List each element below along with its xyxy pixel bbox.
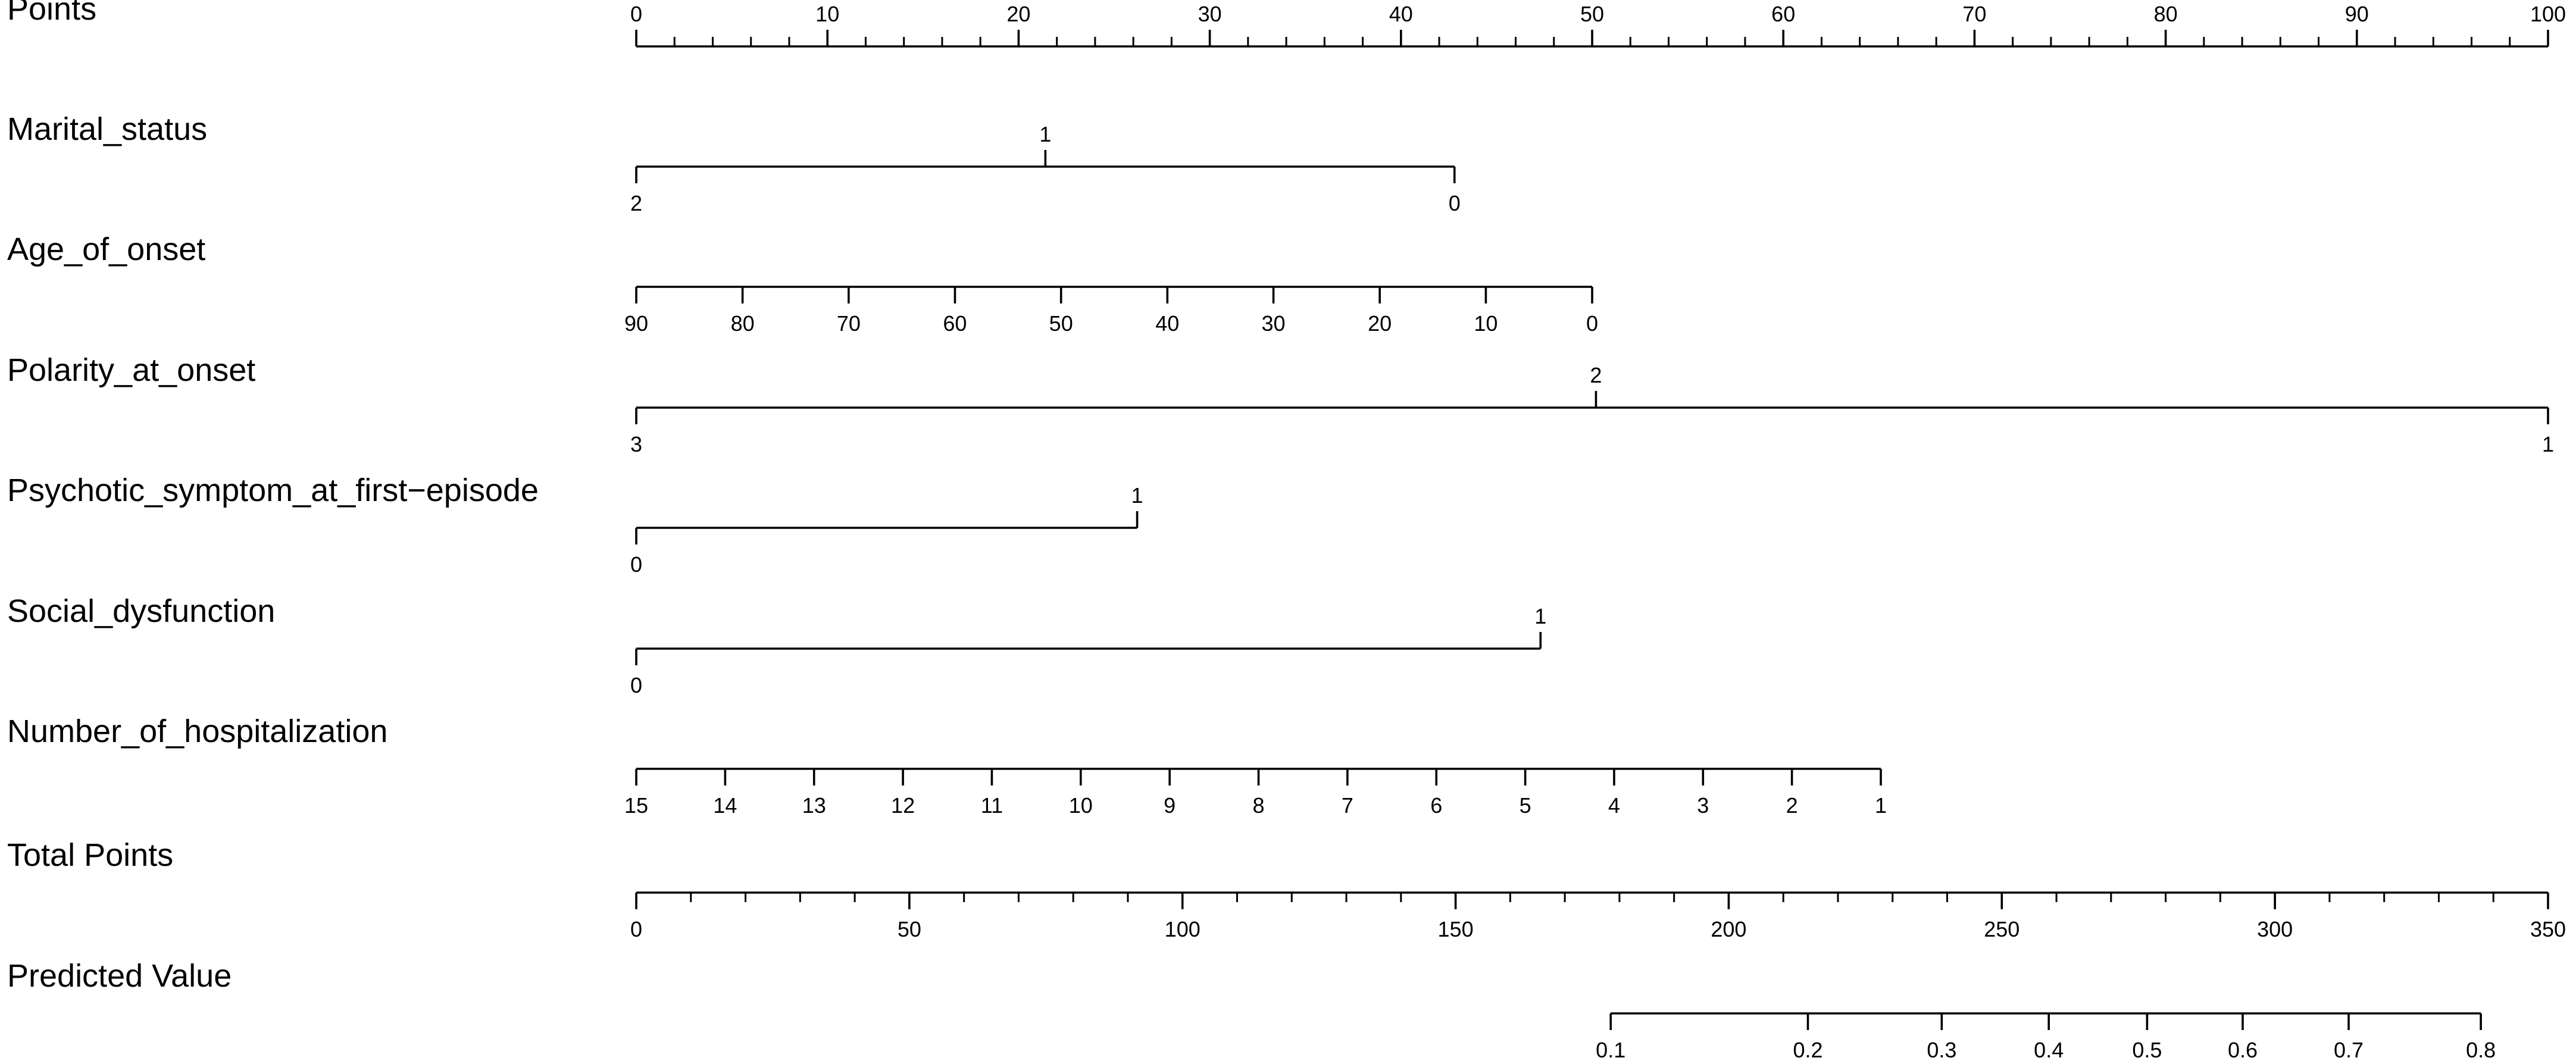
age-of-onset-tick-label: 20 bbox=[1368, 311, 1392, 336]
predicted-value-tick-label: 0.4 bbox=[2034, 1038, 2064, 1061]
predicted-value-tick-label: 0.5 bbox=[2132, 1038, 2162, 1061]
age-of-onset-tick-label: 40 bbox=[1155, 311, 1179, 336]
number-of-hospitalization-tick-label: 15 bbox=[624, 793, 648, 818]
points-tick-label: 80 bbox=[2154, 2, 2178, 26]
total-points-tick-label: 100 bbox=[1165, 917, 1201, 941]
number-of-hospitalization-tick-label: 2 bbox=[1786, 793, 1798, 818]
total-points-tick-label: 350 bbox=[2530, 917, 2566, 941]
number-of-hospitalization-tick-label: 7 bbox=[1342, 793, 1353, 818]
total-points-tick-label: 300 bbox=[2257, 917, 2293, 941]
age-of-onset-tick-label: 90 bbox=[624, 311, 648, 336]
total-points-label: Total Points bbox=[7, 837, 173, 873]
total-points-tick-label: 200 bbox=[1711, 917, 1746, 941]
number-of-hospitalization-tick-label: 13 bbox=[802, 793, 826, 818]
polarity-at-onset-tick-label: 1 bbox=[2542, 432, 2554, 456]
age-of-onset-tick-label: 70 bbox=[837, 311, 861, 336]
polarity-at-onset-tick-label: 2 bbox=[1590, 363, 1602, 387]
age-of-onset-label: Age_of_onset bbox=[7, 231, 205, 267]
number-of-hospitalization-tick-label: 12 bbox=[891, 793, 915, 818]
age-of-onset-tick-label: 50 bbox=[1049, 311, 1073, 336]
age-of-onset-tick-label: 0 bbox=[1586, 311, 1598, 336]
marital-status-tick-label: 1 bbox=[1039, 122, 1051, 146]
number-of-hospitalization-label: Number_of_hospitalization bbox=[7, 713, 387, 749]
total-points-tick-label: 50 bbox=[898, 917, 921, 941]
predicted-value-tick-label: 0.6 bbox=[2228, 1038, 2258, 1061]
points-tick-label: 10 bbox=[815, 2, 839, 26]
social-dysfunction-tick-label: 1 bbox=[1534, 604, 1546, 628]
total-points-tick-label: 250 bbox=[1984, 917, 2019, 941]
number-of-hospitalization-tick-label: 8 bbox=[1252, 793, 1264, 818]
predicted-value-tick-label: 0.2 bbox=[1793, 1038, 1822, 1061]
number-of-hospitalization-tick-label: 11 bbox=[981, 793, 1003, 818]
number-of-hospitalization-tick-label: 10 bbox=[1069, 793, 1093, 818]
marital-status-label: Marital_status bbox=[7, 111, 207, 147]
age-of-onset-tick-label: 30 bbox=[1262, 311, 1286, 336]
number-of-hospitalization-tick-label: 9 bbox=[1164, 793, 1176, 818]
predicted-value-tick-label: 0.3 bbox=[1927, 1038, 1956, 1061]
points-label: Points bbox=[7, 0, 96, 27]
predicted-value-tick-label: 0.1 bbox=[1596, 1038, 1625, 1061]
psychotic-symptom-tick-label: 1 bbox=[1131, 483, 1143, 508]
age-of-onset-tick-label: 60 bbox=[943, 311, 967, 336]
age-of-onset-tick-label: 80 bbox=[731, 311, 755, 336]
predicted-value-label: Predicted Value bbox=[7, 958, 232, 994]
points-tick-label: 100 bbox=[2530, 2, 2566, 26]
polarity-at-onset-label: Polarity_at_onset bbox=[7, 352, 255, 388]
predicted-value-tick-label: 0.7 bbox=[2334, 1038, 2364, 1061]
psychotic-symptom-tick-label: 0 bbox=[630, 552, 642, 577]
total-points-tick-label: 150 bbox=[1438, 917, 1474, 941]
number-of-hospitalization-tick-label: 3 bbox=[1697, 793, 1709, 818]
age-of-onset-tick-label: 10 bbox=[1474, 311, 1498, 336]
points-tick-label: 90 bbox=[2345, 2, 2369, 26]
number-of-hospitalization-tick-label: 6 bbox=[1430, 793, 1442, 818]
points-tick-label: 0 bbox=[630, 2, 642, 26]
points-tick-label: 20 bbox=[1006, 2, 1030, 26]
polarity-at-onset-tick-label: 3 bbox=[630, 432, 642, 456]
points-tick-label: 50 bbox=[1580, 2, 1604, 26]
points-tick-label: 70 bbox=[1962, 2, 1986, 26]
total-points-tick-label: 0 bbox=[630, 917, 642, 941]
number-of-hospitalization-tick-label: 14 bbox=[713, 793, 737, 818]
social-dysfunction-tick-label: 0 bbox=[630, 673, 642, 697]
number-of-hospitalization-tick-label: 5 bbox=[1520, 793, 1531, 818]
marital-status-tick-label: 2 bbox=[630, 191, 642, 215]
number-of-hospitalization-tick-label: 4 bbox=[1608, 793, 1620, 818]
predicted-value-tick-label: 0.8 bbox=[2466, 1038, 2496, 1061]
points-tick-label: 30 bbox=[1198, 2, 1222, 26]
marital-status-tick-label: 0 bbox=[1449, 191, 1461, 215]
social-dysfunction-label: Social_dysfunction bbox=[7, 593, 275, 629]
points-tick-label: 40 bbox=[1389, 2, 1413, 26]
number-of-hospitalization-tick-label: 1 bbox=[1875, 793, 1887, 818]
psychotic-symptom-label: Psychotic_symptom_at_first−episode bbox=[7, 472, 539, 508]
points-tick-label: 60 bbox=[1771, 2, 1795, 26]
